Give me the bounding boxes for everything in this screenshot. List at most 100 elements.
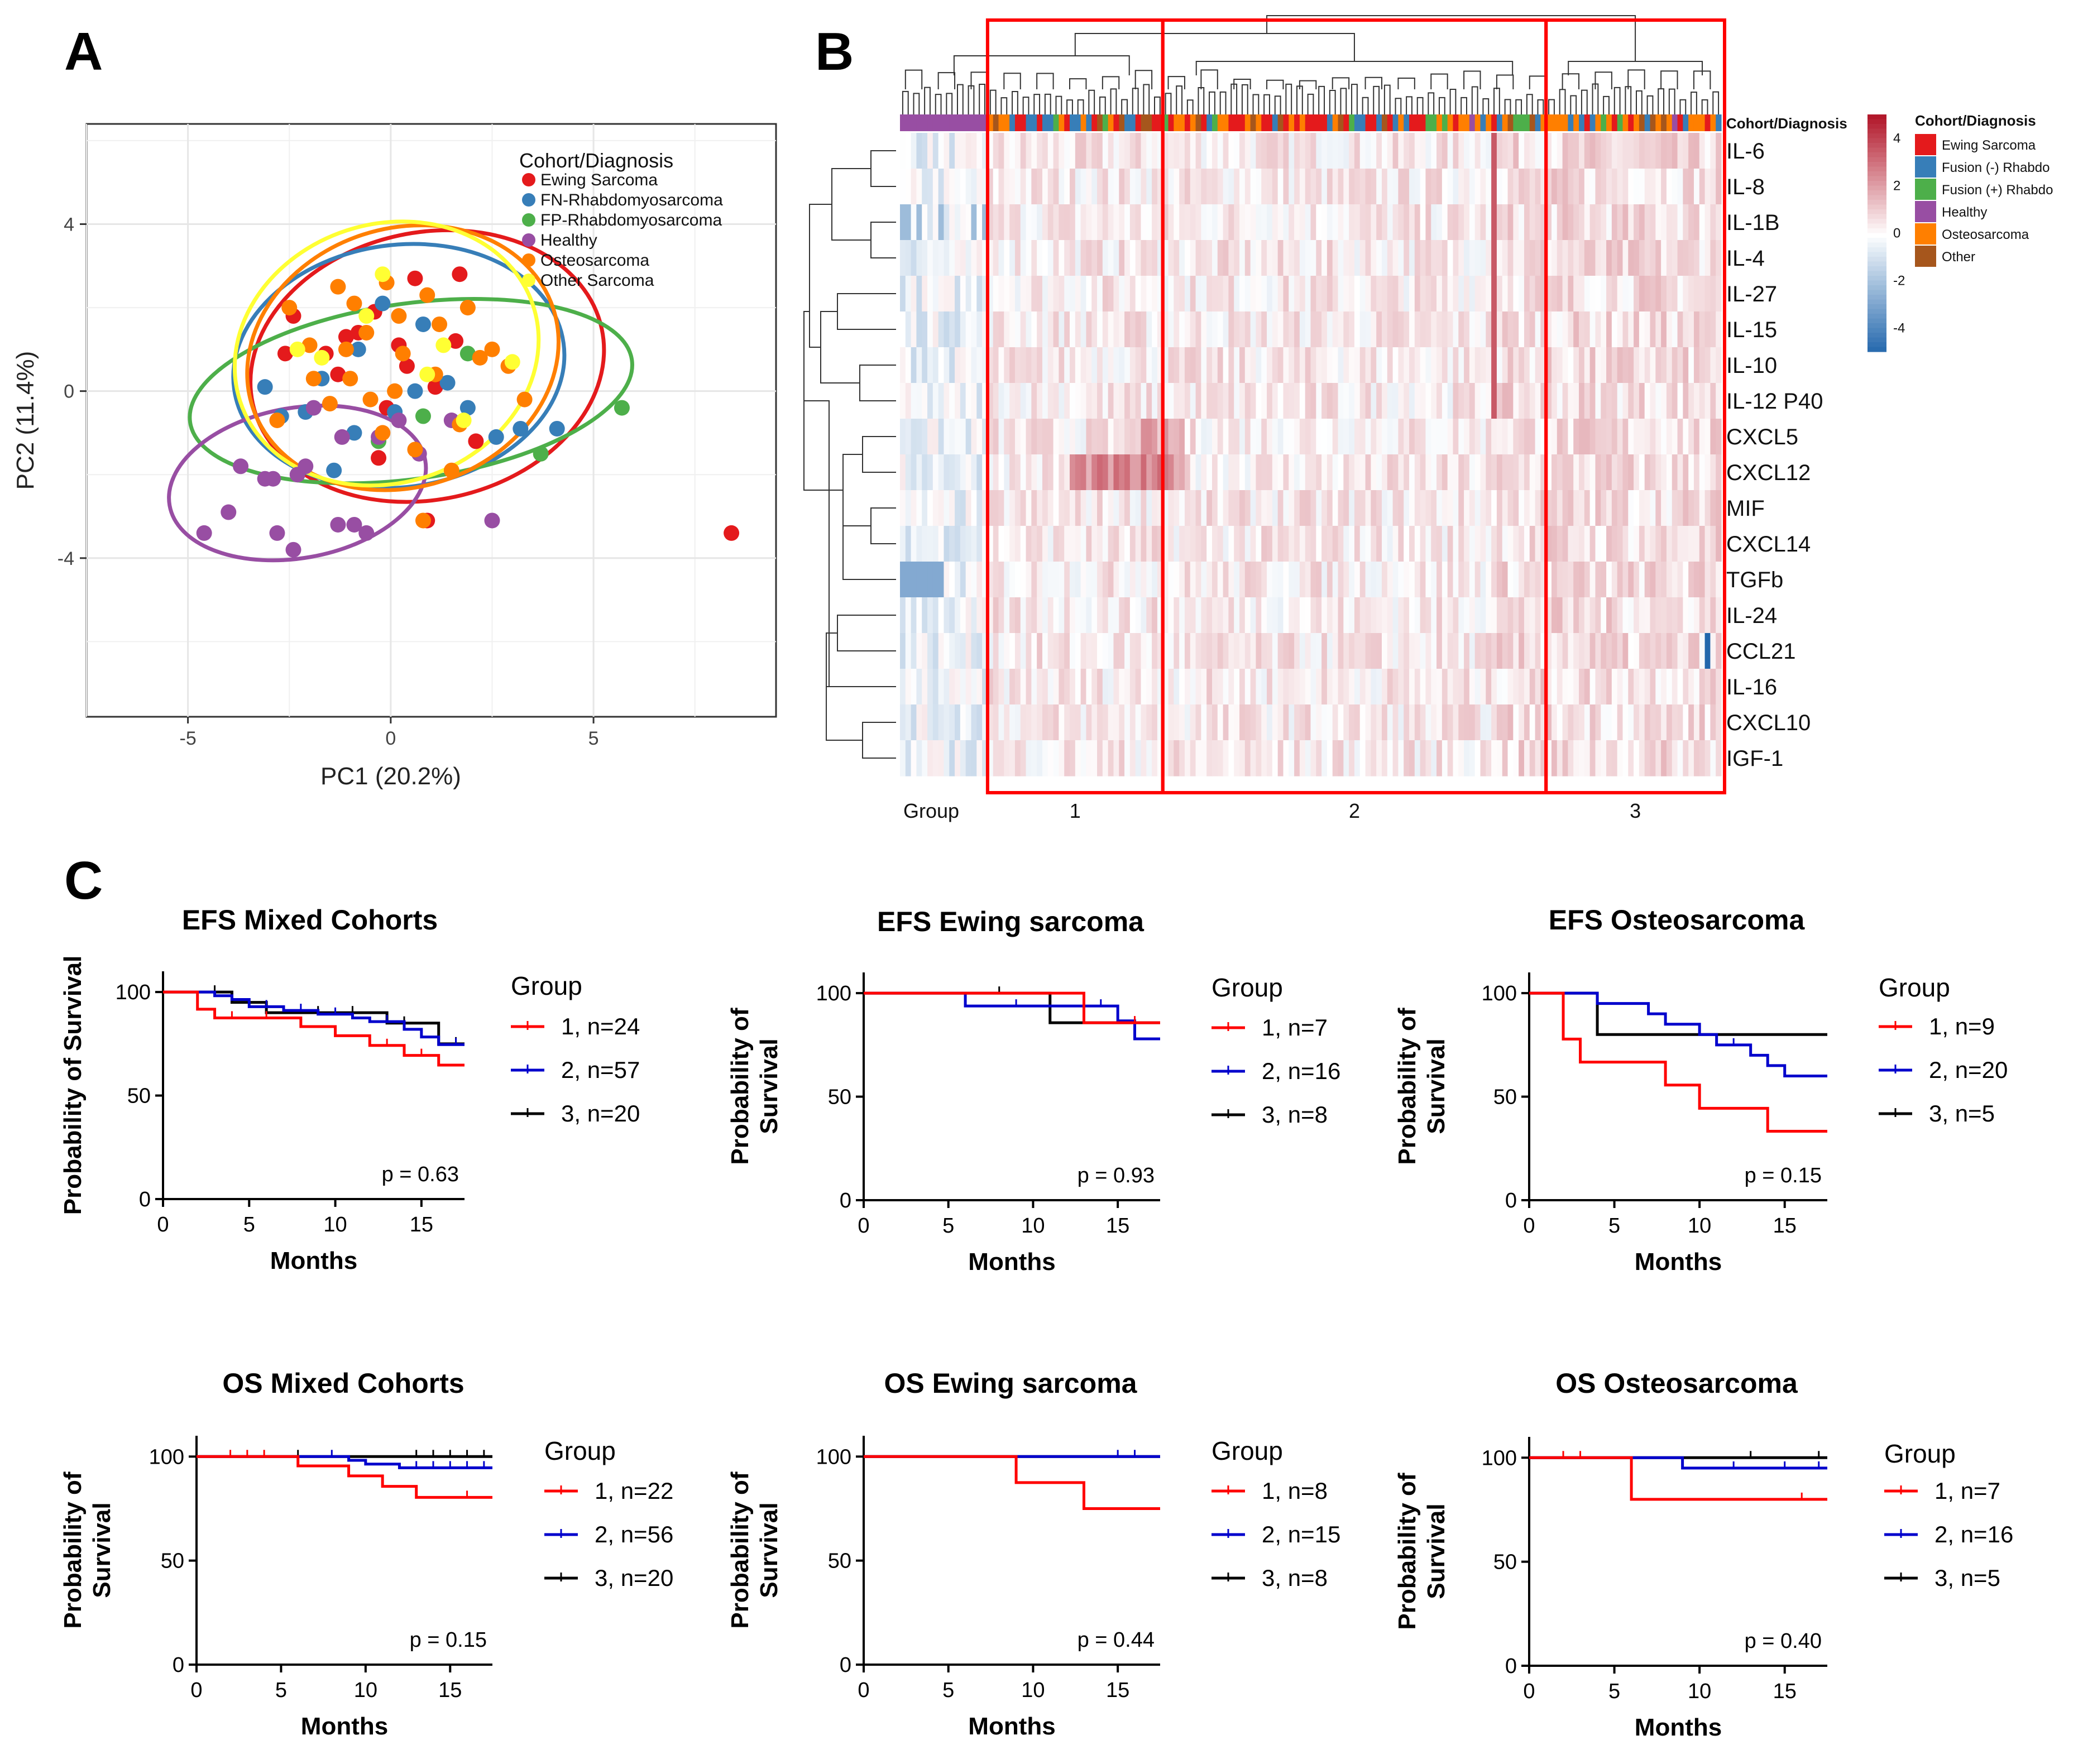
heatmap-cell bbox=[1622, 597, 1629, 634]
heatmap-cell bbox=[1042, 633, 1048, 669]
annotation-cell bbox=[949, 114, 955, 131]
heatmap-cell bbox=[1496, 276, 1503, 312]
heatmap-cell bbox=[1179, 597, 1185, 634]
heatmap-cell bbox=[1688, 169, 1694, 205]
heatmap-cell bbox=[1535, 276, 1541, 312]
heatmap-cell bbox=[1398, 169, 1404, 205]
heatmap-cell bbox=[922, 669, 928, 705]
colorbar-tick-label: 0 bbox=[1893, 226, 1900, 241]
heatmap-cell bbox=[1453, 597, 1459, 634]
heatmap-cell bbox=[905, 311, 912, 348]
heatmap-cell bbox=[1579, 169, 1585, 205]
heatmap-cell bbox=[965, 704, 972, 741]
heatmap-cell bbox=[1267, 347, 1273, 384]
heatmap-cell bbox=[1239, 133, 1246, 169]
heatmap-cell bbox=[1524, 347, 1530, 384]
heatmap-cell bbox=[1595, 276, 1601, 312]
dendrogram-branch bbox=[1679, 99, 1687, 114]
heatmap-cell bbox=[1551, 240, 1558, 276]
heatmap-cell bbox=[1535, 597, 1541, 634]
heatmap-cell bbox=[1392, 490, 1399, 526]
heatmap-cell bbox=[1343, 740, 1349, 776]
heatmap-cell bbox=[1589, 204, 1596, 241]
heatmap-cell bbox=[1387, 597, 1394, 634]
heatmap-cell bbox=[1244, 169, 1251, 205]
heatmap-cell bbox=[1108, 276, 1114, 312]
heatmap-cell bbox=[1601, 526, 1607, 562]
heatmap-cell bbox=[1365, 383, 1371, 419]
heatmap-cell bbox=[1119, 454, 1125, 491]
km-curve-group-1 bbox=[197, 1455, 492, 1499]
heatmap-cell bbox=[1606, 526, 1612, 562]
heatmap-cell bbox=[1611, 562, 1618, 598]
heatmap-cell bbox=[1097, 347, 1103, 384]
heatmap-cell bbox=[965, 383, 972, 419]
heatmap-cell bbox=[1359, 133, 1366, 169]
km-legend-label: 2, n=15 bbox=[1262, 1521, 1340, 1547]
heatmap-cell bbox=[1102, 740, 1109, 776]
pca-point bbox=[484, 512, 500, 529]
heatmap-cell bbox=[1469, 169, 1476, 205]
colorbar-segment bbox=[1867, 143, 1886, 148]
heatmap-cell bbox=[1009, 562, 1016, 598]
heatmap-cell bbox=[1037, 419, 1043, 455]
heatmap-cell bbox=[1425, 419, 1431, 455]
annotation-cell bbox=[1327, 114, 1333, 131]
heatmap-cell bbox=[1047, 276, 1054, 312]
dendrogram-branch bbox=[1603, 95, 1610, 114]
heatmap-cell bbox=[1584, 169, 1591, 205]
pca-legend-swatch bbox=[522, 233, 535, 247]
heatmap-cell bbox=[1102, 704, 1109, 741]
heatmap-cell bbox=[1507, 204, 1514, 241]
heatmap-cell bbox=[1064, 204, 1070, 241]
heatmap-cell bbox=[1502, 704, 1509, 741]
heatmap-cell bbox=[1020, 562, 1027, 598]
heatmap-cell bbox=[1568, 383, 1574, 419]
heatmap-cell bbox=[1628, 704, 1634, 741]
heatmap-cell bbox=[1464, 311, 1470, 348]
dendrogram-branch bbox=[1274, 95, 1281, 114]
heatmap-cell bbox=[1289, 383, 1295, 419]
heatmap-cell bbox=[922, 383, 928, 419]
annotation-cell bbox=[1474, 114, 1481, 131]
heatmap-cell bbox=[1212, 347, 1218, 384]
heatmap-cell bbox=[1628, 169, 1634, 205]
heatmap-cell bbox=[1425, 490, 1431, 526]
dendrogram-branch bbox=[1646, 95, 1654, 114]
heatmap-cell bbox=[955, 526, 961, 562]
heatmap-cell bbox=[1201, 311, 1207, 348]
annotation-cell bbox=[1267, 114, 1273, 131]
heatmap-cell bbox=[1338, 276, 1344, 312]
heatmap-cell bbox=[1184, 240, 1191, 276]
heatmap-cell bbox=[1031, 597, 1037, 634]
heatmap-cell bbox=[1097, 562, 1103, 598]
heatmap-cell bbox=[1376, 419, 1382, 455]
heatmap-cell bbox=[1277, 490, 1284, 526]
dendrogram-branch bbox=[946, 93, 953, 114]
dendrogram-branch bbox=[913, 93, 920, 114]
heatmap-cell bbox=[1119, 490, 1125, 526]
heatmap-cell bbox=[1310, 204, 1316, 241]
heatmap-cell bbox=[1359, 419, 1366, 455]
heatmap-cell bbox=[1135, 383, 1142, 419]
heatmap-cell bbox=[1261, 133, 1267, 169]
heatmap-cell bbox=[1244, 419, 1251, 455]
heatmap-cell bbox=[1425, 526, 1431, 562]
heatmap-cell bbox=[1080, 133, 1087, 169]
heatmap-cell bbox=[1157, 347, 1163, 384]
heatmap-cell bbox=[1666, 347, 1673, 384]
colorbar-segment bbox=[1867, 280, 1886, 286]
heatmap-cell bbox=[1480, 419, 1486, 455]
heatmap-cell bbox=[1628, 490, 1634, 526]
heatmap-cell bbox=[932, 311, 939, 348]
heatmap-cell bbox=[1195, 740, 1201, 776]
heatmap-cell bbox=[932, 240, 939, 276]
pca-legend-label: Healthy bbox=[540, 231, 597, 250]
heatmap-cell bbox=[1634, 347, 1640, 384]
annotation-cell bbox=[1693, 114, 1700, 131]
annotation-cell bbox=[1321, 114, 1328, 131]
heatmap-cell bbox=[1217, 740, 1224, 776]
heatmap-cell bbox=[1387, 490, 1394, 526]
heatmap-cell bbox=[993, 562, 999, 598]
dendrogram-branch bbox=[1362, 97, 1369, 114]
